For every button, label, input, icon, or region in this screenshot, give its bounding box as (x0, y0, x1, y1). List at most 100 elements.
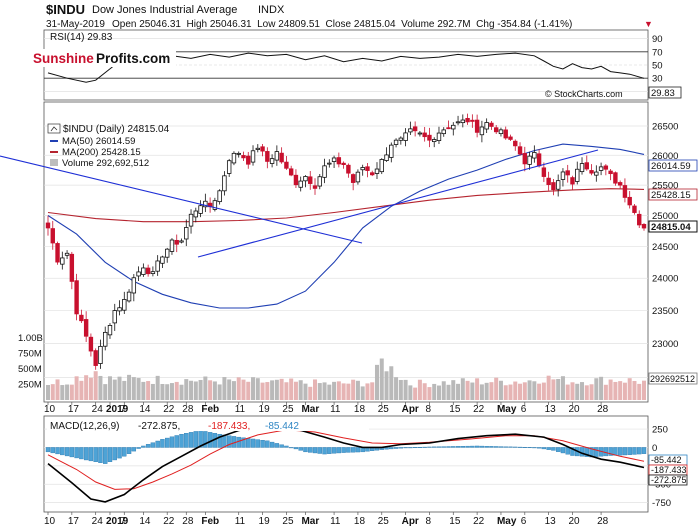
volume-bar (146, 381, 151, 400)
date-label: 25 (378, 516, 390, 527)
volume-bar (498, 380, 503, 400)
macd-histogram-bar (174, 435, 179, 448)
macd-histogram-bar (50, 447, 55, 454)
macd-histogram-bar (255, 439, 260, 448)
macd-histogram-bar (546, 447, 551, 450)
volume-bar (379, 358, 384, 400)
ma200-value-tag: 25428.15 (648, 188, 698, 201)
macd-histogram-bar (465, 445, 470, 448)
date-label: Apr (402, 516, 419, 527)
volume-bar (627, 378, 632, 400)
rsi-legend: RSI(14) 29.83 (50, 32, 113, 43)
macd-histogram-bar (446, 446, 451, 448)
candlestick (503, 126, 508, 140)
candle-body (370, 172, 375, 176)
macd-histogram-bar (441, 446, 446, 448)
volume-bar (189, 380, 194, 400)
candle-body (637, 213, 642, 226)
candlestick (474, 114, 480, 138)
volume-bar (122, 380, 127, 400)
volume-bar (260, 382, 265, 400)
candle-body (594, 171, 599, 176)
volume-bar (198, 379, 203, 400)
volume-bar (408, 385, 413, 400)
macd-value-tag: -272.875 (648, 474, 688, 486)
ma200-legend: MA(200) 25428.15 (62, 147, 141, 158)
candlestick (589, 164, 594, 176)
candlestick (288, 165, 294, 177)
macd-tick-label: -750 (652, 498, 671, 509)
candlestick (541, 162, 547, 183)
macd-signal-tag-label: -187.433 (651, 465, 687, 475)
macd-histogram-bar (203, 431, 208, 448)
macd-hist-tag: -85.442 (648, 454, 688, 466)
macd-panel-frame (43, 415, 649, 513)
candlestick (293, 169, 299, 189)
candle-body (45, 222, 51, 229)
candle-body (308, 176, 313, 184)
candle-body (355, 171, 361, 183)
change-down-arrow-icon: ▼ (644, 19, 653, 29)
candle-body (598, 166, 604, 171)
macd-histogram-bar (393, 447, 399, 449)
candlestick (451, 122, 456, 136)
candlestick (517, 142, 523, 156)
macd-histogram-bar (55, 447, 60, 455)
macd-legend-signal: -187.433, (208, 421, 250, 432)
macd-histogram-bar (403, 447, 408, 449)
candlestick (331, 155, 337, 168)
macd-legend-macd: -272.875, (138, 421, 180, 432)
volume-bar (370, 382, 375, 400)
candle-body (126, 291, 132, 302)
macd-histogram-bar (412, 447, 418, 449)
volume-tick-label: 500M (18, 364, 42, 375)
candle-body (64, 252, 70, 256)
candlestick (122, 291, 127, 314)
candlestick (465, 113, 470, 125)
volume-bar (298, 380, 303, 400)
candlestick (336, 152, 342, 168)
volume-bar (212, 381, 217, 400)
volume-tick-label: 1.00B (18, 333, 43, 344)
volume-bar (599, 376, 604, 400)
volume-bar (303, 383, 308, 400)
volume-bar (88, 377, 93, 400)
candle-body (417, 132, 423, 135)
ma50-tag-label: 26014.59 (651, 161, 691, 172)
date-label: 6 (521, 516, 527, 527)
candle-body (322, 165, 327, 178)
candlestick (55, 241, 60, 265)
macd-histogram-bar (455, 446, 461, 448)
candle-body (446, 127, 451, 130)
date-label: 20 (568, 516, 580, 527)
volume-bar (293, 381, 298, 400)
volume-bar (575, 383, 580, 400)
macd-histogram-bar (241, 437, 246, 448)
candlestick (498, 127, 504, 137)
volume-bar (417, 379, 422, 400)
volume-bar (541, 382, 546, 400)
macd-histogram-bar (331, 447, 337, 454)
macd-histogram-bar (594, 447, 599, 457)
candle-body (603, 165, 609, 170)
date-label: 7 (120, 516, 126, 527)
candlestick (246, 151, 251, 169)
candle-body (489, 122, 494, 127)
date-label: 2019 (106, 404, 129, 415)
candle-body (560, 171, 566, 180)
candlestick (136, 266, 141, 282)
candlestick (150, 266, 156, 277)
candle-body (403, 132, 408, 141)
macd-histogram-bar (622, 447, 628, 456)
logo-word-sunshine: Sunshine (33, 51, 94, 66)
candlestick (279, 147, 284, 164)
macd-histogram-bar (265, 440, 270, 448)
volume-bar (217, 384, 222, 400)
candle-body (69, 253, 75, 282)
volume-bar (332, 381, 337, 400)
macd-histogram-bar (608, 447, 613, 456)
volume-bar (65, 384, 70, 400)
volume-bar (456, 383, 461, 400)
candlestick (64, 250, 70, 260)
